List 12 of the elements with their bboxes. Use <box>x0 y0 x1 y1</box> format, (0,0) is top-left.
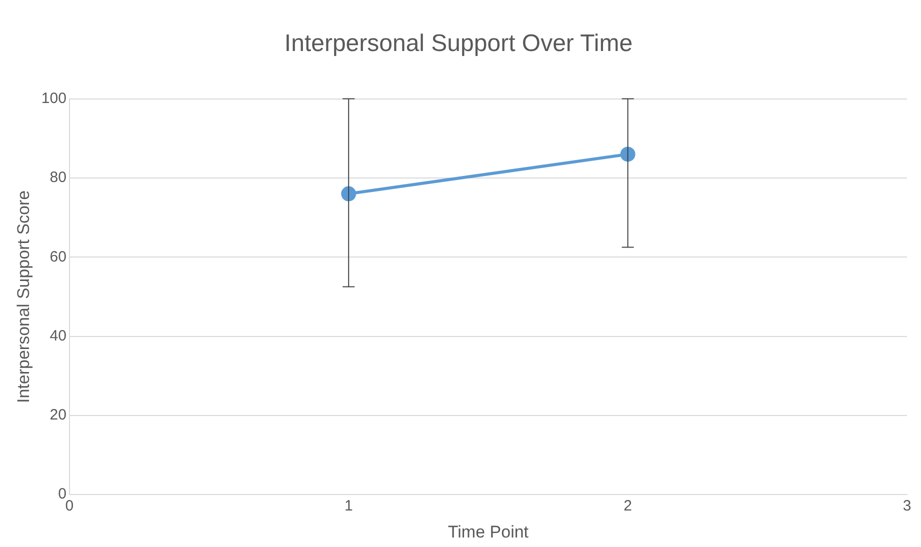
y-axis-title: Interpersonal Support Score <box>14 190 33 404</box>
chart-title: Interpersonal Support Over Time <box>284 30 633 58</box>
y-tick-label: 0 <box>58 486 66 503</box>
y-tick-label: 20 <box>50 406 66 424</box>
y-tick-label: 100 <box>41 90 66 107</box>
y-tick-label: 40 <box>50 327 66 344</box>
x-tick-label: 1 <box>344 498 353 515</box>
x-axis-title: Time Point <box>448 522 529 542</box>
x-tick-label: 3 <box>902 498 912 515</box>
x-tick-label: 2 <box>624 498 632 515</box>
y-tick-label: 60 <box>50 248 66 266</box>
y-tick-label: 80 <box>50 169 66 186</box>
